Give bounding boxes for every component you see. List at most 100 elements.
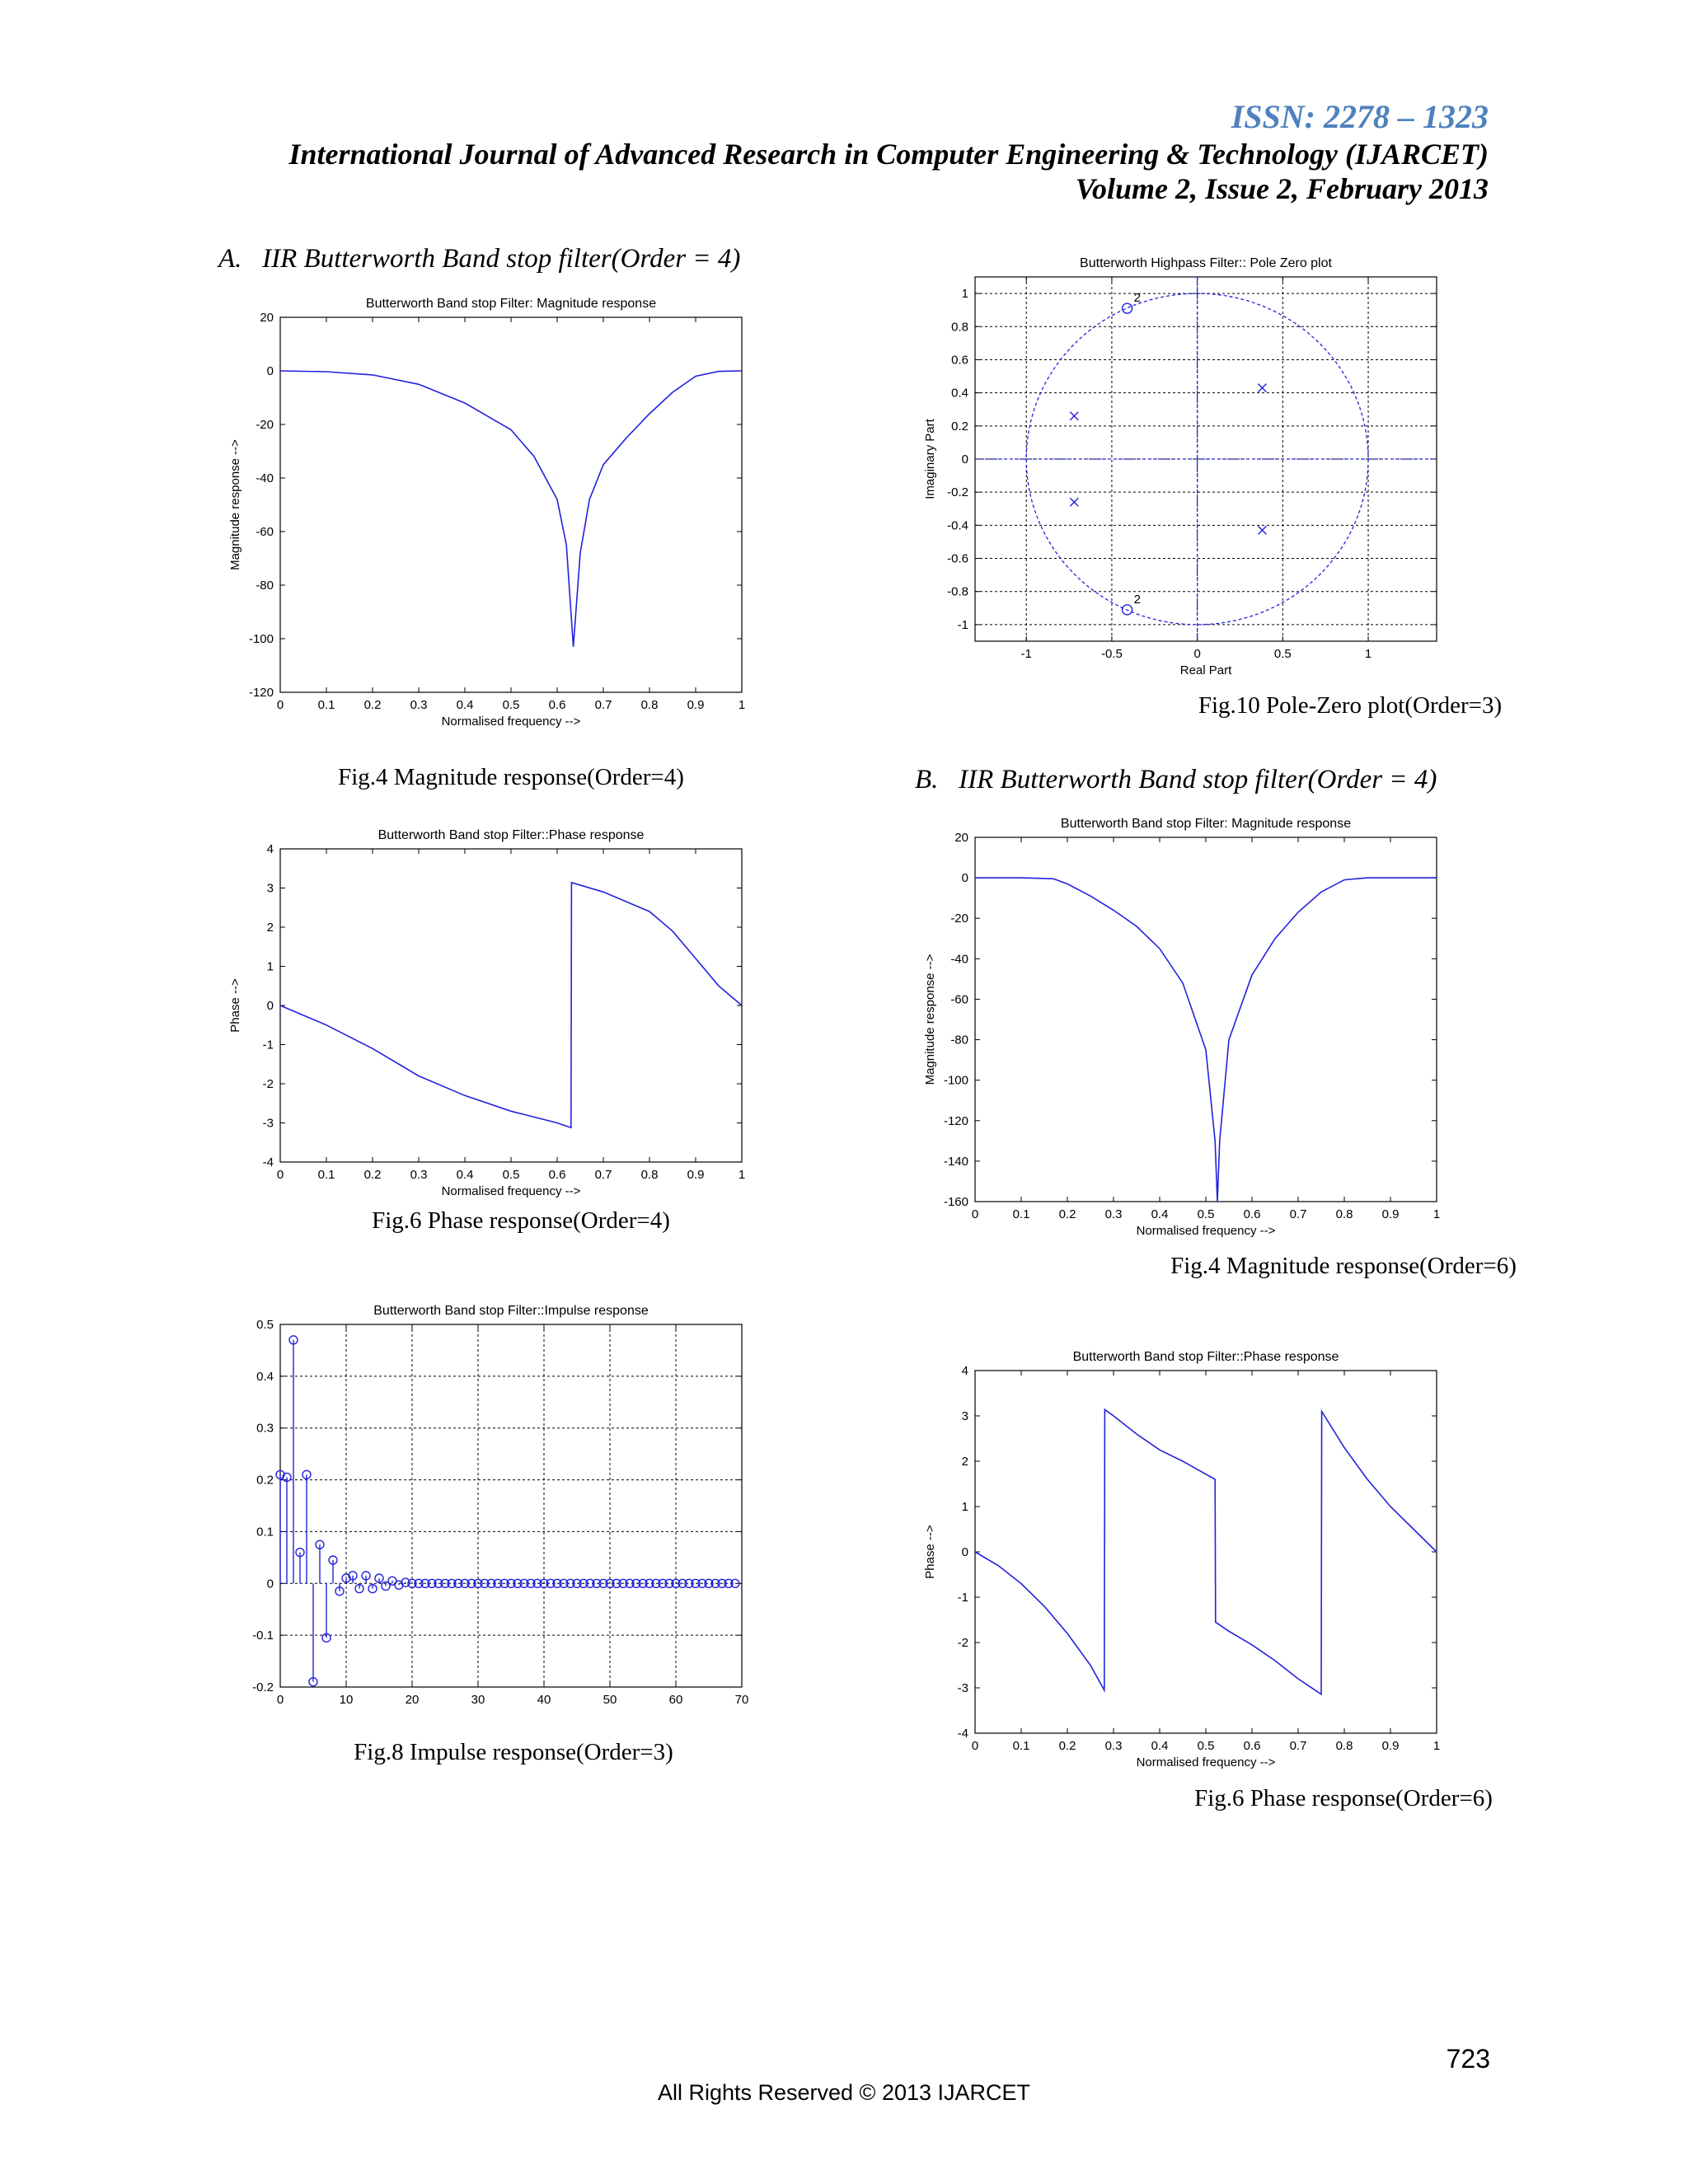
y-tick-label: 3: [962, 1409, 968, 1423]
y-tick-label: 0: [267, 1577, 274, 1591]
chart-title: Butterworth Band stop Filter: Magnitude …: [366, 297, 656, 311]
stem-marker: [671, 1578, 681, 1588]
x-tick-label: 0.5: [1198, 1739, 1215, 1753]
y-tick-label: -0.8: [947, 585, 968, 599]
stem-marker: [295, 1547, 305, 1558]
y-tick-label: -120: [249, 686, 274, 700]
x-tick-label: 20: [406, 1693, 420, 1707]
unit-circle: [1025, 293, 1369, 626]
stem-marker: [684, 1578, 694, 1588]
x-tick-label: 10: [340, 1693, 354, 1707]
stem-marker: [565, 1578, 575, 1588]
x-tick-label: 1: [1433, 1739, 1440, 1753]
series-line: [975, 877, 1437, 1202]
journal-title: International Journal of Advanced Resear…: [288, 138, 1489, 171]
y-tick-label: 2: [267, 921, 274, 935]
x-tick-label: 0.9: [687, 698, 705, 712]
x-tick-label: 0.8: [1336, 1739, 1353, 1753]
x-tick-label: 60: [669, 1693, 683, 1707]
x-tick-label: 0: [277, 1693, 284, 1707]
y-tick-label: 0.8: [951, 320, 968, 334]
x-tick-label: 0.1: [1013, 1739, 1030, 1753]
zero-marker: [1121, 302, 1133, 314]
x-tick-label: 0.4: [457, 698, 474, 712]
stem-marker: [460, 1578, 470, 1588]
x-tick-label: 0.3: [1105, 1207, 1123, 1221]
stem-marker: [394, 1580, 404, 1590]
y-tick-label: -1: [958, 1591, 968, 1605]
zero-marker: [1121, 604, 1133, 616]
x-tick-label: 0.8: [641, 698, 659, 712]
x-axis-label: Normalised frequency -->: [442, 715, 581, 729]
x-tick-label: 50: [603, 1693, 617, 1707]
y-tick-label: -20: [950, 912, 968, 926]
x-tick-label: 0.8: [1336, 1207, 1353, 1221]
y-tick-label: -80: [256, 579, 274, 593]
pole-marker: [1257, 525, 1267, 535]
x-tick-label: 0.9: [687, 1168, 705, 1182]
stem-marker: [387, 1576, 397, 1586]
y-axis-label: Magnitude response -->: [923, 954, 937, 1085]
stem-marker: [625, 1578, 635, 1588]
stem-marker: [493, 1578, 503, 1588]
chart-title: Butterworth Band stop Filter: Magnitude …: [1061, 817, 1351, 831]
y-tick-label: 1: [267, 960, 274, 974]
y-tick-label: -4: [958, 1727, 968, 1741]
y-tick-label: -0.6: [947, 552, 968, 566]
x-tick-label: 0.6: [549, 698, 566, 712]
y-tick-label: 0.2: [256, 1474, 274, 1488]
x-tick-label: 0.4: [1151, 1207, 1169, 1221]
x-tick-label: 30: [471, 1693, 485, 1707]
x-tick-label: 0.2: [1059, 1207, 1076, 1221]
y-tick-label: 2: [962, 1455, 968, 1469]
stem-marker: [730, 1578, 740, 1588]
x-tick-label: 0.1: [318, 698, 335, 712]
y-tick-label: -0.1: [252, 1629, 274, 1643]
x-tick-label: 0.1: [318, 1168, 335, 1182]
x-tick-label: 1: [1433, 1207, 1440, 1221]
caption-fig4-order4: Fig.4 Magnitude response(Order=4): [338, 764, 684, 790]
section-heading-a: A. IIR Butterworth Band stop filter(Orde…: [218, 244, 741, 274]
x-tick-label: 0.3: [410, 698, 428, 712]
stem-marker: [697, 1578, 707, 1588]
stem-marker: [572, 1578, 582, 1588]
x-tick-label: 1: [738, 1168, 745, 1182]
y-tick-label: -120: [944, 1114, 968, 1128]
y-tick-label: 0.3: [256, 1422, 274, 1436]
stem-marker: [592, 1578, 602, 1588]
stem-marker: [275, 1469, 285, 1479]
x-tick-label: 0.2: [364, 698, 382, 712]
plot-area: [279, 848, 743, 1163]
chart-title: Butterworth Band stop Filter::Impulse re…: [373, 1304, 649, 1318]
caption-fig4-order6: Fig.4 Magnitude response(Order=6): [1170, 1253, 1517, 1279]
page-number: 723: [1446, 2044, 1490, 2074]
y-tick-label: 0.2: [951, 419, 968, 434]
x-tick-label: 40: [537, 1693, 551, 1707]
y-axis-label: Phase -->: [923, 1525, 937, 1579]
x-tick-label: 0: [277, 698, 284, 712]
caption-fig6-order4: Fig.6 Phase response(Order=4): [372, 1207, 670, 1234]
x-tick-label: 0.5: [1274, 647, 1292, 661]
series-line: [279, 881, 743, 1129]
stem-marker: [321, 1633, 331, 1643]
stem-marker: [605, 1578, 615, 1588]
zero-multiplicity-label: 2: [1134, 593, 1141, 607]
stem-marker: [447, 1578, 457, 1588]
stem-marker: [678, 1578, 687, 1588]
stem-marker: [559, 1578, 569, 1588]
chart-title: Butterworth Band stop Filter::Phase resp…: [378, 828, 645, 842]
stem-marker: [724, 1578, 734, 1588]
caption-fig10: Fig.10 Pole-Zero plot(Order=3): [1198, 692, 1503, 719]
y-tick-label: 3: [267, 882, 274, 896]
y-tick-label: -3: [958, 1681, 968, 1695]
stem-marker: [539, 1578, 549, 1588]
stem-marker: [486, 1578, 496, 1588]
x-tick-label: 1: [1365, 647, 1372, 661]
y-tick-label: -0.2: [252, 1680, 274, 1694]
stem-marker: [374, 1573, 384, 1583]
stem-marker: [335, 1586, 345, 1596]
stem-marker: [434, 1578, 443, 1588]
stem-marker: [717, 1578, 727, 1588]
y-tick-label: -100: [249, 632, 274, 646]
